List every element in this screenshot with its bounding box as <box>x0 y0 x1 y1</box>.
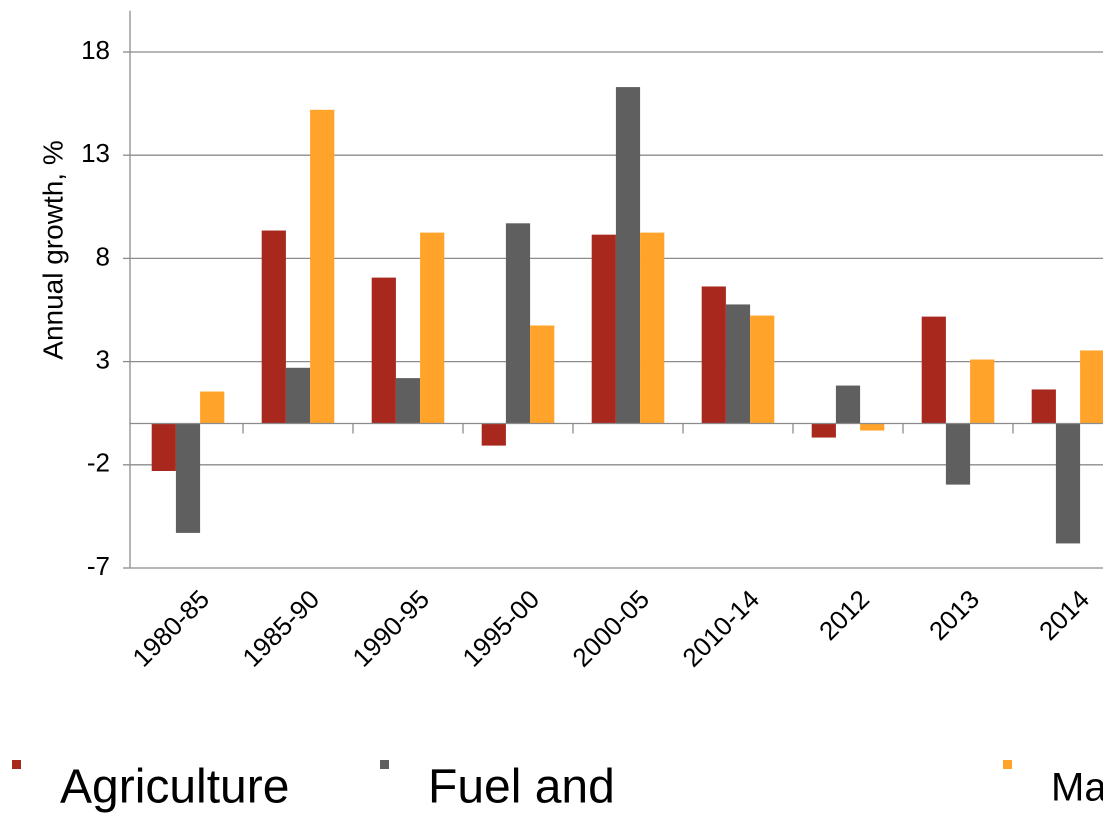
legend-label: Fuel and <box>428 761 615 814</box>
bar <box>530 325 555 424</box>
x-tick-label: 1985-90 <box>236 584 325 673</box>
y-tick-label: 3 <box>96 344 110 374</box>
bar <box>725 304 751 424</box>
bar <box>1031 389 1056 424</box>
bar <box>371 277 396 424</box>
bar <box>420 232 445 424</box>
y-tick-label: -7 <box>87 551 110 581</box>
x-tick-label: 2012 <box>813 584 875 646</box>
x-tick-label: 2014 <box>1033 584 1095 646</box>
y-tick-label: -2 <box>87 448 110 478</box>
bar <box>615 87 641 424</box>
bar <box>505 223 531 424</box>
x-tick-label: 2000-05 <box>566 584 655 673</box>
bar <box>811 423 836 438</box>
legend-swatch <box>1003 760 1012 769</box>
bar <box>835 385 861 424</box>
x-tick-label: 1995-00 <box>456 584 545 673</box>
bar <box>261 230 286 424</box>
bar <box>970 359 995 424</box>
bar <box>750 315 775 424</box>
bar <box>1055 423 1081 544</box>
bar <box>310 109 335 424</box>
bar <box>640 232 665 424</box>
bar <box>285 367 311 424</box>
legend-label: Agriculture <box>60 761 289 814</box>
bar <box>701 286 726 424</box>
bar <box>1080 350 1103 424</box>
bar <box>175 423 201 533</box>
y-tick-label: 13 <box>81 138 110 168</box>
legend-swatch <box>12 760 21 769</box>
bar <box>481 423 506 446</box>
bar <box>921 316 946 424</box>
bar <box>591 234 616 424</box>
bar <box>860 423 885 431</box>
x-tick-label: 1980-85 <box>126 584 215 673</box>
y-axis-title: Annual growth, % <box>37 140 68 359</box>
bar <box>395 378 421 424</box>
y-tick-label: 8 <box>96 241 110 271</box>
x-tick-label: 2010-14 <box>676 584 765 673</box>
bar <box>945 423 971 485</box>
bar <box>151 423 176 471</box>
x-tick-label: 2013 <box>923 584 985 646</box>
y-tick-label: 18 <box>81 35 110 65</box>
x-tick-label: 1990-95 <box>346 584 435 673</box>
legend-swatch <box>380 760 389 769</box>
bar <box>200 391 225 424</box>
legend-label: Manufactur <box>1051 766 1103 810</box>
